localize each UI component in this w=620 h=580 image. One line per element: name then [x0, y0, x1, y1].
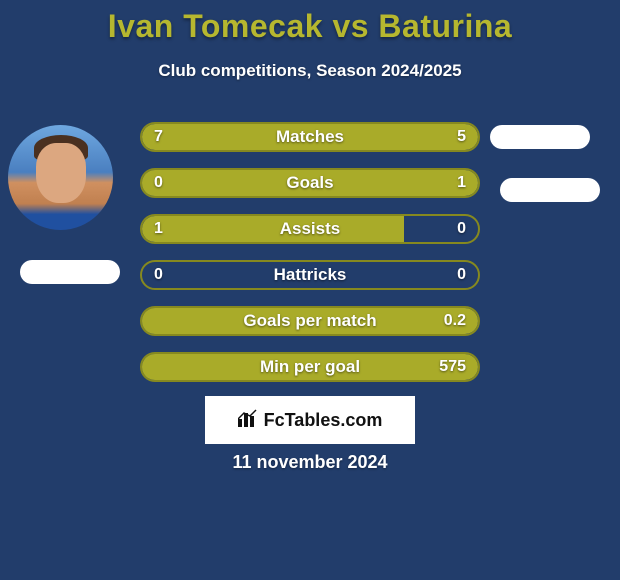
stat-row: 0Goals1 — [140, 168, 480, 198]
stat-value-right: 1 — [457, 170, 466, 196]
chart-icon — [238, 409, 258, 432]
branding-badge: FcTables.com — [205, 396, 415, 444]
team-badge-right-2 — [500, 178, 600, 202]
team-badge-left — [20, 260, 120, 284]
stat-label: Goals — [142, 170, 478, 196]
stat-row: 1Assists0 — [140, 214, 480, 244]
stat-label: Goals per match — [142, 308, 478, 334]
stat-value-right: 5 — [457, 124, 466, 150]
player-left-avatar — [8, 125, 113, 230]
stat-row: 0Hattricks0 — [140, 260, 480, 290]
stat-label: Hattricks — [142, 262, 478, 288]
subtitle: Club competitions, Season 2024/2025 — [0, 61, 620, 81]
stat-value-right: 0.2 — [444, 308, 466, 334]
stat-label: Min per goal — [142, 354, 478, 380]
date-label: 11 november 2024 — [0, 452, 620, 473]
stat-row: 7Matches5 — [140, 122, 480, 152]
stat-label: Matches — [142, 124, 478, 150]
stat-value-right: 0 — [457, 262, 466, 288]
stat-label: Assists — [142, 216, 478, 242]
stat-value-right: 575 — [439, 354, 466, 380]
comparison-chart: 7Matches50Goals11Assists00Hattricks0Goal… — [140, 122, 480, 398]
stat-row: Goals per match0.2 — [140, 306, 480, 336]
stat-value-right: 0 — [457, 216, 466, 242]
branding-text: FcTables.com — [264, 410, 383, 431]
team-badge-right-1 — [490, 125, 590, 149]
stat-row: Min per goal575 — [140, 352, 480, 382]
page-title: Ivan Tomecak vs Baturina — [0, 0, 620, 45]
